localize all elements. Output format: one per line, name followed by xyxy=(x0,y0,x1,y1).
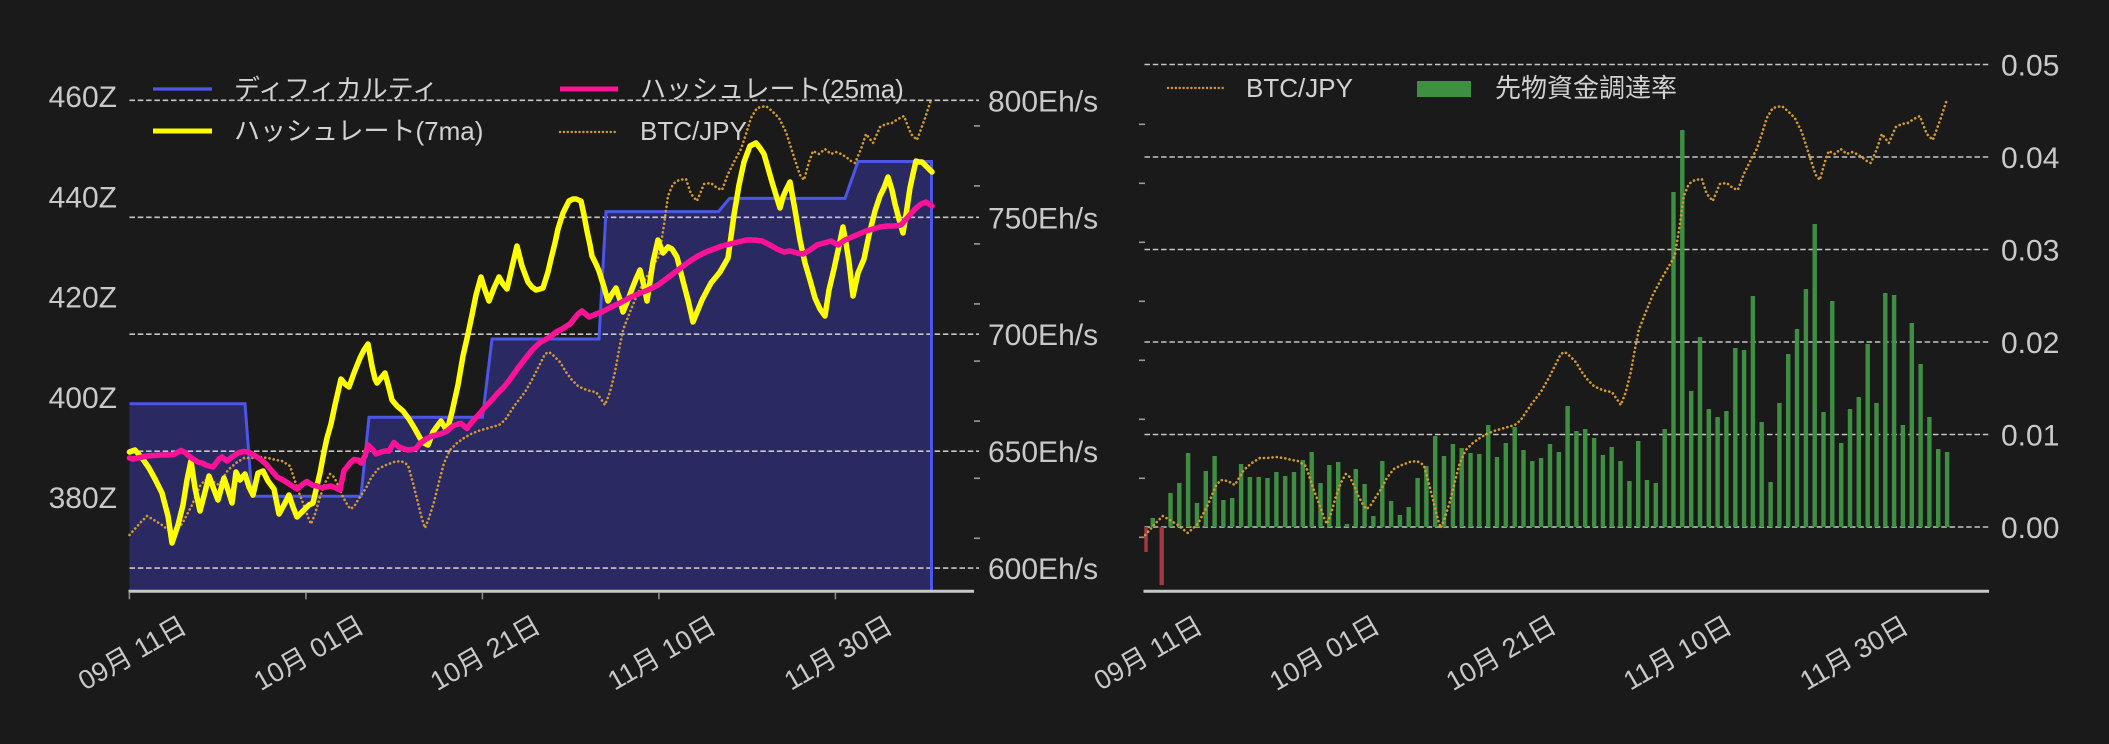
svg-text:0.00: 0.00 xyxy=(2001,512,2059,545)
svg-text:0.02: 0.02 xyxy=(2001,327,2059,360)
svg-text:650Eh/s: 650Eh/s xyxy=(988,436,1098,469)
svg-text:0.03: 0.03 xyxy=(2001,235,2059,268)
svg-text:400Z: 400Z xyxy=(49,382,117,415)
svg-text:BTC/JPY: BTC/JPY xyxy=(1246,73,1353,103)
svg-text:460Z: 460Z xyxy=(49,81,117,114)
svg-text:440Z: 440Z xyxy=(49,181,117,214)
svg-text:700Eh/s: 700Eh/s xyxy=(988,319,1098,352)
svg-text:ハッシュレート(7ma): ハッシュレート(7ma) xyxy=(234,116,483,146)
svg-text:0.05: 0.05 xyxy=(2001,50,2059,83)
svg-text:BTC/JPY: BTC/JPY xyxy=(640,116,747,146)
svg-text:先物資金調達率: 先物資金調達率 xyxy=(1495,73,1677,103)
svg-text:800Eh/s: 800Eh/s xyxy=(988,85,1098,118)
svg-text:420Z: 420Z xyxy=(49,282,117,315)
svg-text:0.04: 0.04 xyxy=(2001,142,2059,175)
svg-text:0.01: 0.01 xyxy=(2001,420,2059,453)
svg-text:380Z: 380Z xyxy=(49,482,117,515)
svg-text:600Eh/s: 600Eh/s xyxy=(988,553,1098,586)
svg-text:ディフィカルティ: ディフィカルティ xyxy=(234,74,438,104)
svg-text:ハッシュレート(25ma): ハッシュレート(25ma) xyxy=(640,74,904,104)
svg-text:750Eh/s: 750Eh/s xyxy=(988,202,1098,235)
